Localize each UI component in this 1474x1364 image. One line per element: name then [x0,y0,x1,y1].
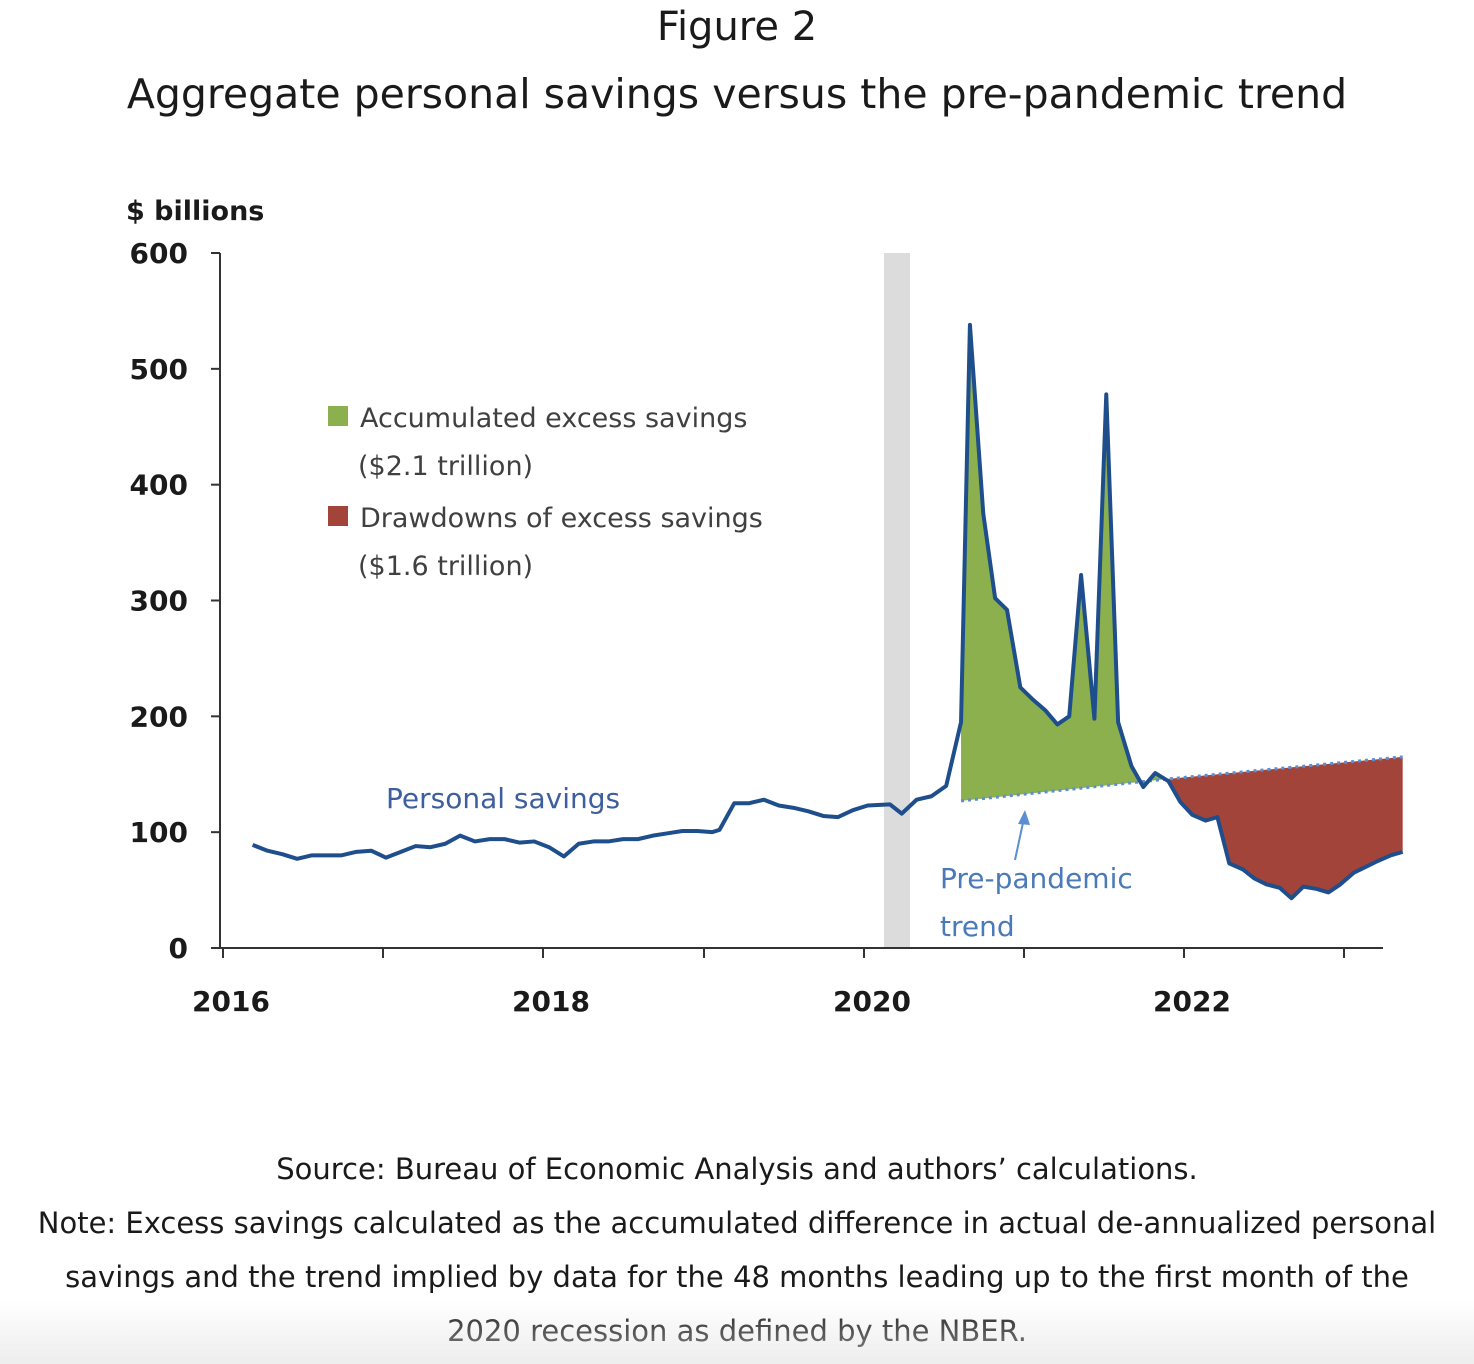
source-note: Source: Bureau of Economic Analysis and … [276,1152,1198,1186]
y-tick-label: 300 [130,585,188,618]
methodology-note: Note: Excess savings calculated as the a… [37,1206,1437,1348]
personal-savings-label: Personal savings [386,782,620,815]
savings-chart: 0 100 200 300 400 500 600 2016 2018 2020 2022 $ bi… [126,196,1404,1018]
y-tick-label: 600 [130,237,188,270]
legend-label-excess: Accumulated excess savings [360,403,747,434]
legend-label-drawdown: Drawdowns of excess savings [360,503,763,534]
recession-shade [884,253,910,948]
figure-title: Aggregate personal savings versus the pr… [126,70,1348,118]
trend-annotation-arrow [1014,817,1025,861]
y-tick-label: 500 [130,353,188,386]
x-tick-label: 2016 [192,985,270,1018]
trend-label-line1: Pre-pandemic [940,862,1133,895]
legend-swatch-drawdown [328,506,348,526]
y-axis-unit-label: $ billions [126,196,264,227]
pre-pandemic-trend-line [960,755,1403,803]
y-tick-label: 0 [169,932,188,965]
legend-amount-excess: ($2.1 trillion) [358,451,533,482]
legend-amount-drawdown: ($1.6 trillion) [358,551,533,582]
y-tick-label: 100 [130,816,188,849]
x-tick-label: 2022 [1153,985,1231,1018]
y-tick-label: 200 [130,700,188,733]
y-tick-label: 400 [130,469,188,502]
x-tick-label: 2018 [512,985,590,1018]
trend-label-line2: trend [940,910,1015,943]
figure-label: Figure 2 [656,4,818,50]
drawdown-area [1168,756,1403,899]
legend-swatch-excess [328,406,348,426]
x-tick-label: 2020 [833,985,911,1018]
personal-savings-line [251,322,1404,901]
trend-arrow-head [1018,810,1030,825]
